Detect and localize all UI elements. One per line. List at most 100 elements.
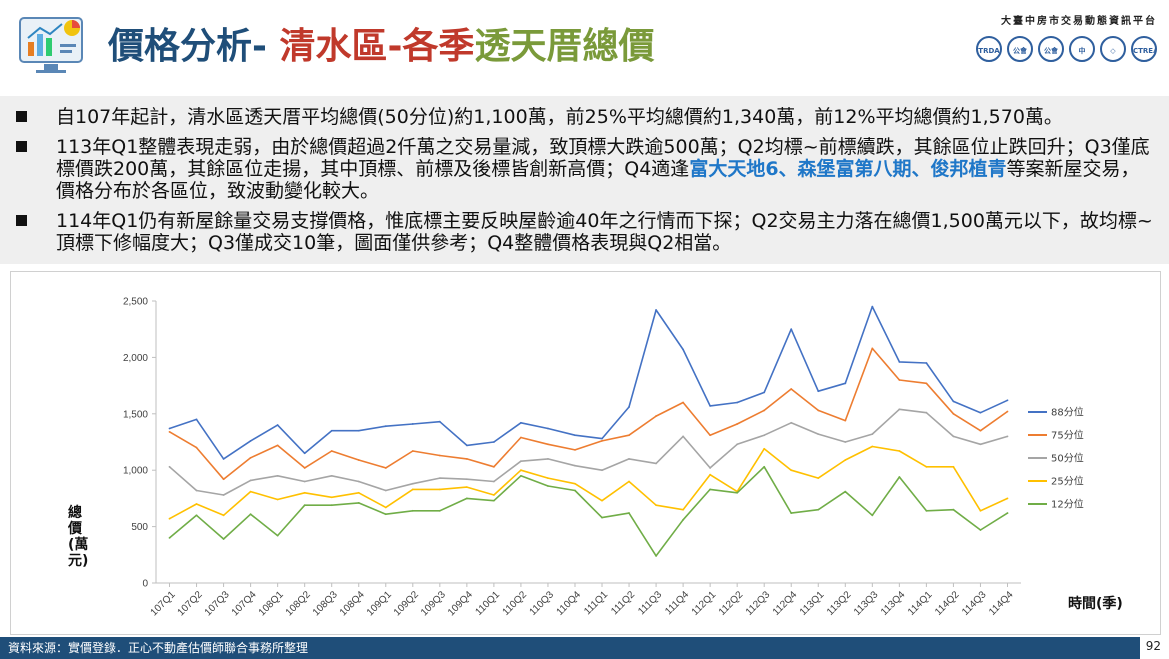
data-point: [1006, 435, 1009, 438]
data-point: [303, 452, 306, 455]
data-point: [276, 424, 279, 426]
data-point: [925, 411, 928, 414]
data-point: [871, 347, 874, 350]
y-tick-label: 2,500: [123, 297, 148, 308]
data-point: [736, 423, 739, 425]
data-point: [249, 456, 252, 459]
data-point: [898, 379, 901, 381]
data-point: [601, 439, 603, 442]
y-axis-label: 總價(萬元): [68, 505, 89, 569]
data-point: [601, 516, 603, 519]
data-point: [492, 480, 495, 483]
data-point: [357, 429, 360, 432]
highlighted-projects: 富大天地6、森堡富第八期、俊邦植青: [689, 158, 1007, 180]
summary-bullet-text: 113年Q1整體表現走弱，由於總價超過2仟萬之交易量減，致頂標大跌逾500萬；Q…: [56, 136, 1156, 202]
partner-logo-icon: 公會: [1038, 36, 1064, 62]
data-point: [330, 474, 333, 477]
data-point: [195, 514, 198, 517]
data-point: [411, 423, 414, 425]
data-point: [276, 534, 279, 537]
bullet-square-icon: [16, 111, 27, 122]
data-point: [1006, 410, 1009, 413]
title-part-analysis: 價格分析-: [108, 26, 267, 67]
data-point: [628, 406, 630, 408]
data-point: [465, 486, 468, 489]
data-point: [952, 412, 955, 415]
data-point: [222, 538, 225, 540]
data-point: [303, 467, 306, 469]
data-point: [655, 415, 657, 417]
data-point: [222, 478, 225, 481]
y-tick-label: 0: [142, 579, 148, 590]
data-point: [574, 434, 576, 437]
legend-label: 25分位: [1051, 475, 1084, 488]
x-tick-label: 107Q2: [176, 589, 205, 618]
x-tick-label: 108Q1: [257, 589, 286, 618]
data-point: [655, 504, 657, 507]
data-point: [276, 498, 279, 501]
data-point: [790, 328, 793, 331]
x-tick-label: 113Q3: [852, 589, 881, 618]
data-point: [628, 512, 630, 514]
series-line-2: [168, 408, 1008, 496]
data-point: [655, 462, 657, 465]
data-point: [276, 444, 279, 447]
data-point: [438, 509, 441, 512]
data-point: [979, 429, 982, 432]
partner-logo-icon: 公會: [1007, 36, 1033, 62]
data-point: [438, 488, 441, 491]
data-point: [465, 458, 468, 460]
data-point: [898, 476, 901, 478]
data-point: [547, 443, 549, 446]
data-point: [898, 450, 901, 452]
data-point: [520, 474, 522, 477]
data-point: [979, 411, 982, 414]
data-point: [330, 429, 333, 432]
x-tick-label: 110Q2: [501, 589, 530, 618]
x-tick-label: 111Q2: [609, 589, 637, 617]
summary-bullet-text: 114年Q1仍有新屋餘量交易支撐價格，惟底標主要反映屋齡逾40年之行情而下探；Q…: [56, 210, 1153, 254]
partner-logo-icon: CTREAA: [1131, 36, 1157, 62]
data-point: [195, 503, 198, 505]
data-point: [249, 479, 252, 482]
data-point: [492, 441, 495, 443]
data-point: [492, 465, 495, 468]
data-point: [952, 465, 955, 468]
data-point: [357, 459, 360, 461]
bullet-square-icon: [16, 215, 27, 226]
data-point: [195, 446, 198, 449]
x-tick-label: 109Q1: [365, 589, 394, 618]
data-point: [979, 529, 982, 531]
partner-logo-icon: ◇: [1100, 36, 1126, 62]
x-tick-label: 113Q2: [825, 589, 854, 618]
legend-label: 12分位: [1051, 498, 1084, 511]
data-point: [601, 437, 603, 440]
x-tick-label: 112Q3: [744, 589, 773, 618]
data-point: [547, 485, 549, 487]
data-point: [844, 490, 847, 493]
x-tick-label: 113Q1: [798, 589, 827, 618]
data-point: [979, 509, 982, 512]
data-point: [168, 465, 171, 468]
page-title: 價格分析- 清水區-各季透天厝總價: [108, 14, 654, 80]
data-point: [574, 448, 576, 451]
data-point: [736, 491, 739, 494]
data-point: [628, 458, 630, 460]
x-tick-label: 114Q1: [906, 589, 935, 618]
summary-bullet-text: 自107年起計，清水區透天厝平均總價(50分位)約1,100萬，前25%平均總價…: [56, 106, 1063, 128]
data-point: [357, 491, 360, 494]
x-tick-label: 113Q4: [879, 589, 908, 618]
data-point: [628, 434, 630, 437]
x-tick-label: 107Q1: [149, 589, 178, 618]
data-point: [574, 489, 576, 492]
data-point: [817, 508, 820, 511]
data-point: [952, 435, 955, 438]
y-tick-label: 500: [131, 522, 148, 533]
x-tick-label: 111Q3: [636, 589, 664, 617]
data-point: [817, 409, 820, 412]
y-tick-label: 1,000: [123, 466, 148, 477]
x-tick-label: 110Q1: [474, 589, 503, 618]
data-point: [763, 409, 766, 412]
data-point: [168, 430, 171, 433]
data-point: [520, 421, 522, 424]
